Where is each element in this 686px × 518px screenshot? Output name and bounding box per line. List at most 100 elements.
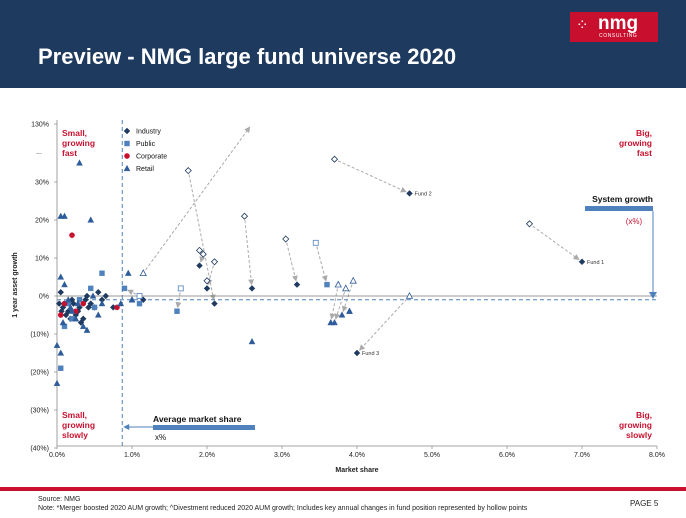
retail-point [64, 296, 72, 303]
public-point [121, 285, 128, 292]
y-tick-label: (10%) [30, 332, 49, 339]
system-growth-bar [585, 206, 653, 211]
industry-prior-point [525, 220, 534, 228]
public-prior-point [177, 285, 184, 292]
quadrant-label-small-growing-slowly: Small, growing slowly [62, 410, 95, 440]
retail-point [53, 341, 61, 348]
public-point [76, 297, 83, 303]
industry-point [248, 285, 256, 292]
position-change-arrow [316, 246, 328, 282]
position-change-arrow [329, 288, 338, 320]
industry-prior-point [282, 235, 290, 243]
quadrant-label-big-growing-slowly: Big, growing slowly [619, 410, 652, 440]
fund-label: Fund 3 [362, 351, 379, 357]
industry-point [57, 288, 65, 296]
retail-point [57, 273, 65, 280]
public-point [58, 365, 64, 371]
axes-layer: 0.0% 1.0% 2.0% 3.0% 4.0% 5.0% 6.0% 7.0% 8.0% (40%… [12, 120, 665, 474]
corporate-point [57, 312, 64, 318]
industry-prior-point [330, 155, 339, 163]
x-tick-label: 0.0% [49, 452, 65, 459]
quadrant-label-big-growing-fast-line: fast [637, 148, 652, 158]
x-tick-label: 8.0% [649, 452, 665, 459]
legend-marker [124, 140, 130, 147]
retail-point [331, 318, 338, 326]
system-growth-label: System growth [592, 194, 653, 204]
quadrant-label-small-growing-slowly-line: growing [62, 420, 95, 430]
header-bar: Preview - NMG large fund universe 2020 ⁘… [0, 0, 686, 88]
position-change-arrow [199, 256, 206, 263]
quadrant-label-big-growing-slowly-line: growing [619, 420, 652, 430]
retail-point [79, 322, 87, 329]
legend-marker [123, 127, 131, 135]
industry-prior-point [199, 250, 207, 258]
industry-point [353, 349, 361, 357]
guide-layer [57, 120, 657, 446]
scatter-chart: 0.0% 1.0% 2.0% 3.0% 4.0% 5.0% 6.0% 7.0% 8.0% (40%… [12, 120, 665, 474]
retail-point [117, 299, 125, 307]
x-tick-label: 7.0% [574, 452, 590, 459]
retail-point [346, 307, 353, 314]
retail-point [248, 337, 256, 345]
footer-bar [0, 487, 686, 491]
x-tick-label: 4.0% [349, 452, 365, 459]
industry-point [77, 319, 85, 326]
y-tick-label: 30% [35, 180, 49, 187]
retail-point [68, 307, 76, 314]
system-growth-arrowhead [649, 292, 657, 299]
industry-point [62, 311, 70, 319]
y-tick-label: 130% [31, 122, 49, 129]
y-tick-label: (40%) [30, 446, 49, 453]
average-market-share-label: Average market share [153, 414, 242, 424]
quadrant-label-small-growing-fast-line: fast [62, 148, 77, 158]
industry-prior-point [195, 246, 204, 254]
quadrant-label-big-growing-fast-line: growing [619, 138, 652, 148]
legend-label: Industry [136, 129, 161, 136]
quadrant-label-small-growing-slowly-line: slowly [62, 430, 88, 440]
retail-point [87, 216, 95, 223]
retail-prior-point [349, 276, 357, 284]
y-tick-label: 20% [35, 218, 49, 225]
x-tick-label: 5.0% [424, 452, 440, 459]
quadrant-label-big-growing-slowly-line: Big, [636, 410, 652, 420]
source-text: Source: NMG [38, 496, 81, 503]
retail-point [76, 159, 83, 166]
points-layer [53, 155, 586, 386]
text-layer: System growth (x%) Average market share x% S… [62, 127, 657, 442]
retail-point [74, 299, 82, 307]
quadrant-label-small-growing-fast-line: growing [62, 138, 95, 148]
fund-label: Fund 2 [415, 191, 432, 197]
logo-subtext: CONSULTING [599, 33, 638, 39]
legend-label: Public [136, 141, 156, 148]
average-market-share-arrowhead [123, 424, 130, 430]
industry-prior-point [184, 167, 192, 175]
note-text: Note: *Merger boosted 2020 AUM growth; ^… [38, 505, 528, 512]
corporate-point [69, 232, 75, 238]
quadrant-label-small-growing-fast-line: Small, [62, 128, 87, 138]
retail-point [89, 292, 97, 299]
public-point [99, 270, 105, 276]
position-change-arrow [359, 298, 408, 351]
y-axis-break-label: ... [36, 149, 42, 156]
retail-point [338, 311, 346, 318]
retail-point [61, 212, 68, 219]
retail-point [59, 318, 67, 326]
quadrant-label-small-growing-fast: Small, growing fast [62, 128, 95, 158]
y-tick-label: (30%) [30, 408, 49, 415]
position-change-arrow [244, 220, 255, 286]
nmg-logo: ⁘ nmg CONSULTING [570, 12, 658, 42]
arrow-layer [127, 126, 580, 351]
retail-point [94, 311, 102, 318]
retail-prior-point [139, 269, 147, 277]
average-market-share-value: x% [155, 433, 166, 442]
industry-point [406, 190, 413, 197]
public-point [174, 308, 180, 314]
position-change-arrow [145, 126, 251, 271]
public-point [136, 300, 143, 307]
position-change-arrow [286, 242, 298, 282]
industry-point [578, 258, 586, 266]
quadrant-label-big-growing-slowly-line: slowly [626, 430, 652, 440]
industry-point [70, 300, 77, 307]
industry-point [102, 292, 110, 300]
system-growth-value: (x%) [626, 217, 643, 226]
